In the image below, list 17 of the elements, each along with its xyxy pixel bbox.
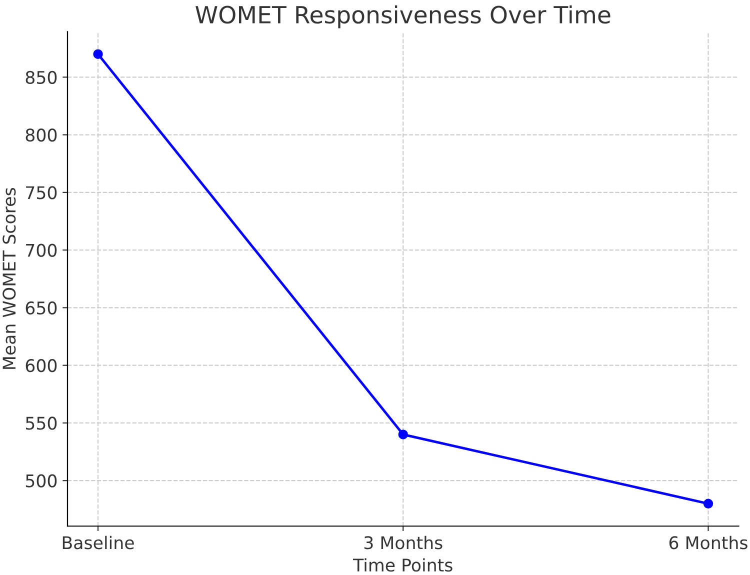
y-tick-label: 850	[26, 70, 57, 84]
y-tick-label: 700	[26, 244, 57, 257]
y-tick-label: 550	[26, 416, 57, 430]
x-tick-label: Baseline	[62, 536, 134, 550]
y-tick-label: 800	[26, 128, 57, 142]
y-tick-label: 500	[26, 474, 57, 488]
chart-title: WOMET Responsiveness Over Time	[196, 5, 610, 28]
x-tick-label: 3 Months	[364, 536, 442, 550]
y-tick-label: 600	[26, 359, 57, 372]
point	[703, 498, 714, 509]
point	[398, 430, 408, 440]
y-tick-label: 650	[26, 301, 57, 315]
y-tick-label: 750	[26, 186, 57, 200]
x-tick-label: 6 Months	[669, 536, 748, 550]
point	[93, 49, 103, 59]
y-axis-title: Mean WOMET Scores	[2, 188, 16, 369]
x-axis-title: Time Points	[353, 558, 452, 572]
